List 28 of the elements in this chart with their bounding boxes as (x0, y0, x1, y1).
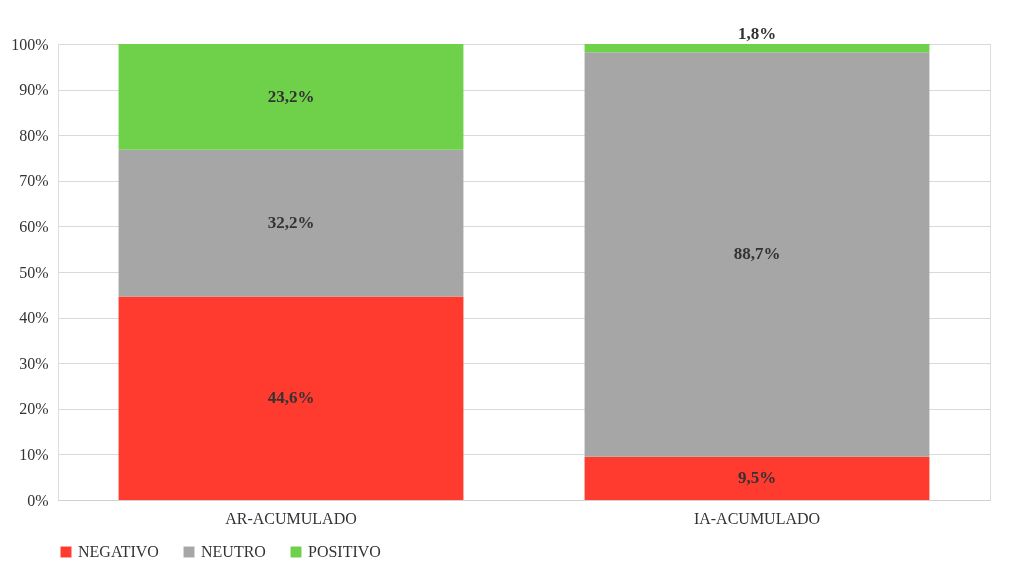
data-label: 1,8% (737, 24, 777, 43)
y-tick-label: 80% (19, 126, 49, 144)
y-tick-label: 40% (19, 309, 49, 327)
bar (118, 149, 464, 297)
legend-label: POSITIVO (308, 543, 381, 560)
bar (584, 44, 930, 53)
data-label: 9,5% (737, 468, 777, 488)
data-label: 44,6% (267, 388, 315, 408)
y-tick-label: 70% (19, 172, 49, 190)
data-label: 88,7% (733, 244, 781, 264)
data-label: 32,2% (267, 213, 315, 233)
bar (118, 44, 464, 150)
bar (584, 52, 930, 457)
y-tick-label: 100% (11, 35, 49, 53)
y-tick-label: 30% (19, 354, 49, 372)
bar (584, 456, 930, 500)
data-label: 23,2% (267, 86, 315, 106)
legend-label: NEGATIVO (78, 543, 159, 560)
y-tick-label: 10% (19, 445, 49, 463)
bar (118, 296, 464, 500)
x-tick-label: AR-ACUMULADO (225, 509, 357, 527)
y-tick-label: 60% (19, 217, 49, 235)
y-tick-label: 90% (19, 81, 49, 99)
y-tick-label: 20% (19, 400, 49, 418)
y-tick-label: 0% (27, 491, 49, 509)
y-tick-label: 50% (19, 263, 49, 281)
legend-label: NEUTRO (201, 543, 266, 560)
x-tick-label: IA-ACUMULADO (693, 509, 821, 527)
